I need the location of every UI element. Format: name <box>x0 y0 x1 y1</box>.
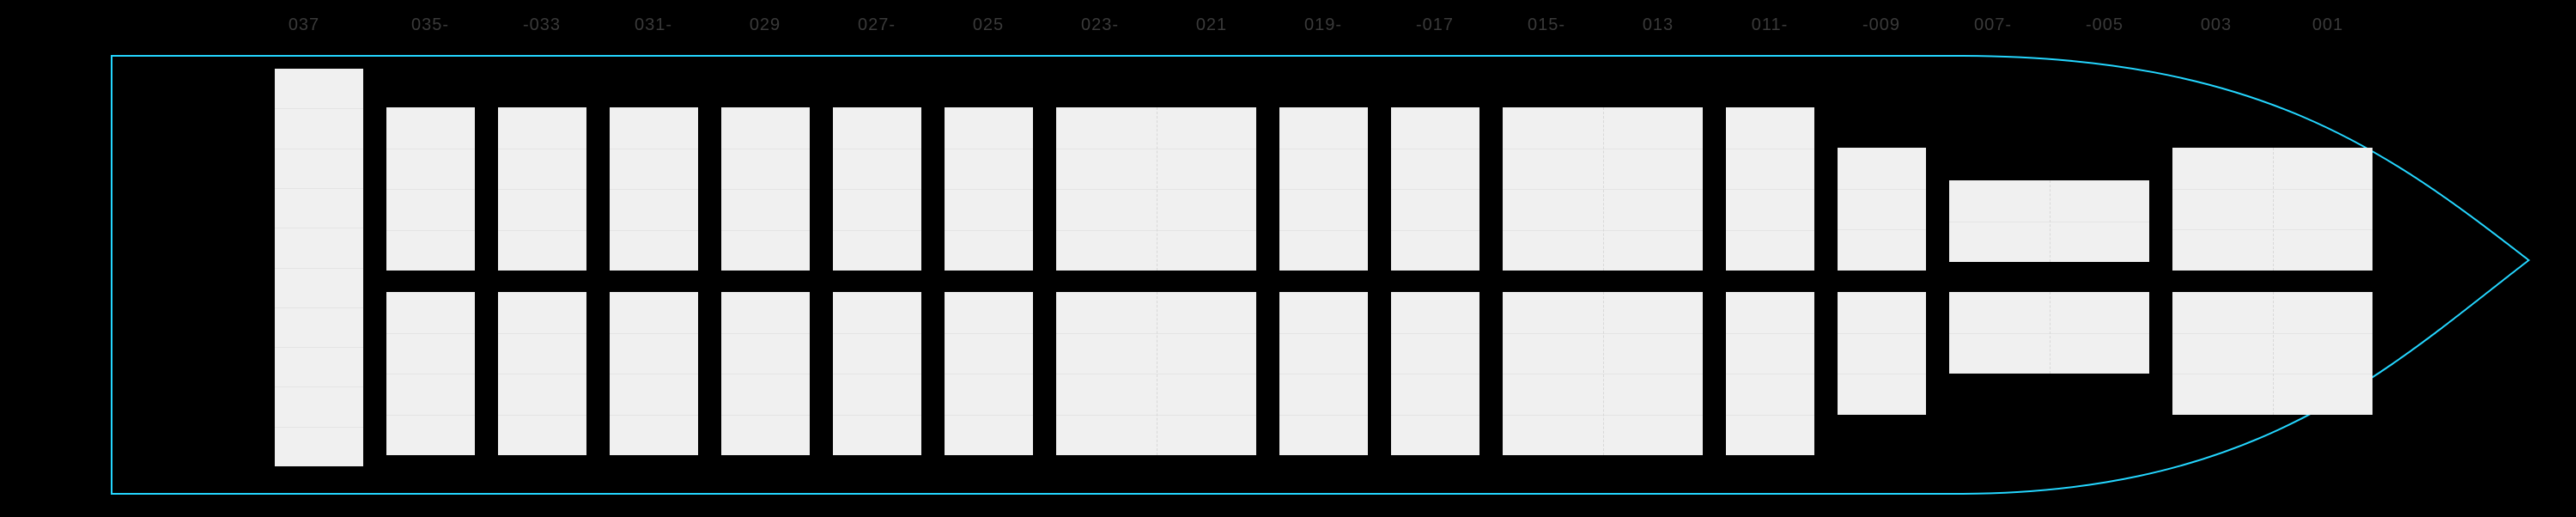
container-stack <box>1056 107 1256 271</box>
bay-label-023: 023- <box>1081 15 1119 35</box>
bay-label-027: 027- <box>858 15 896 35</box>
container-stack <box>498 292 586 455</box>
container-stack <box>1279 107 1368 271</box>
bay-label-031: 031- <box>635 15 672 35</box>
ship-bay-plan: { "canvas": { "width": 3000, "height": 6… <box>0 0 2576 517</box>
container-stack <box>1503 292 1703 455</box>
container-stack <box>721 107 810 271</box>
container-stack <box>386 107 475 271</box>
bay-label-035: 035- <box>411 15 449 35</box>
bay-label-005: -005 <box>2086 15 2123 35</box>
container-stack <box>2172 292 2372 415</box>
bay-label-017: -017 <box>1416 15 1454 35</box>
bay-label-037: 037 <box>289 15 319 35</box>
bay-label-029: 029 <box>750 15 781 35</box>
container-stack <box>1726 292 1814 455</box>
container-stack <box>1726 107 1814 271</box>
container-stack <box>1949 180 2149 262</box>
bay-label-009: -009 <box>1862 15 1900 35</box>
container-stack <box>1391 292 1479 455</box>
container-stack <box>833 107 921 271</box>
container-stack <box>833 292 921 455</box>
container-stack <box>275 69 363 466</box>
container-stack <box>386 292 475 455</box>
bay-label-007: 007- <box>1974 15 2012 35</box>
container-stack <box>721 292 810 455</box>
container-stack <box>945 292 1033 455</box>
container-stack <box>1391 107 1479 271</box>
container-stack <box>945 107 1033 271</box>
container-stack <box>1503 107 1703 271</box>
container-stack <box>498 107 586 271</box>
container-stack <box>1838 148 1926 271</box>
bay-label-015: 015- <box>1528 15 1565 35</box>
bay-label-019: 019- <box>1304 15 1342 35</box>
container-stack <box>1056 292 1256 455</box>
bay-label-001: 001 <box>2312 15 2343 35</box>
container-stack <box>1279 292 1368 455</box>
bay-label-025: 025 <box>973 15 1004 35</box>
container-stack <box>2172 148 2372 271</box>
bay-label-003: 003 <box>2201 15 2232 35</box>
container-stack <box>610 292 698 455</box>
bay-label-021: 021 <box>1196 15 1227 35</box>
bay-label-011: 011- <box>1752 15 1789 35</box>
container-stack <box>1949 292 2149 374</box>
container-stack <box>610 107 698 271</box>
bay-label-013: 013 <box>1643 15 1674 35</box>
bay-label-033: -033 <box>523 15 561 35</box>
container-stack <box>1838 292 1926 415</box>
